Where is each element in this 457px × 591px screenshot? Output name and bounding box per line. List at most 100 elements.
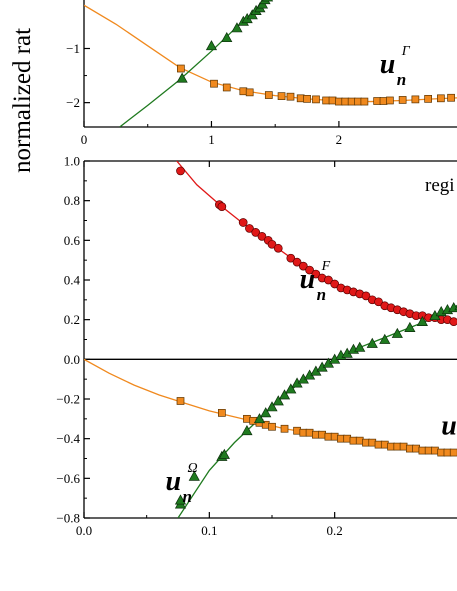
y-tick-label: 0.2 — [64, 312, 80, 327]
data-point-circle — [267, 239, 277, 249]
data-point-square — [411, 95, 420, 104]
fit-curve-green — [119, 0, 269, 127]
plot-area — [84, 0, 457, 127]
data-point-circle — [449, 317, 457, 326]
data-point-square — [328, 96, 337, 105]
y-tick-label: −0.6 — [56, 471, 80, 486]
data-point-square — [373, 97, 382, 105]
data-point-triangle — [278, 389, 291, 400]
data-point-triangle — [379, 333, 391, 344]
data-point-triangle — [266, 401, 278, 412]
data-point-circle — [292, 257, 302, 267]
region-label: regi — [425, 175, 455, 196]
series-annotation: u nΩ — [165, 461, 197, 506]
annotation-symbol: u — [300, 264, 316, 295]
x-tick-label: 2 — [336, 132, 343, 147]
data-point-square — [245, 88, 254, 97]
series-annotation: un — [441, 411, 457, 442]
y-tick-label: 0.8 — [64, 193, 80, 208]
plot-area — [84, 161, 457, 518]
data-point-square — [210, 79, 218, 88]
data-point-square — [379, 97, 388, 105]
data-point-triangle — [285, 383, 297, 394]
annotation-superscript: Γ — [401, 44, 411, 59]
y-tick-label: −0.4 — [56, 431, 80, 446]
y-tick-label: 0.6 — [64, 233, 81, 248]
data-point-circle — [286, 253, 296, 263]
annotation-superscript: Ω — [187, 461, 197, 476]
data-point-circle — [238, 218, 248, 227]
data-point-square — [347, 97, 356, 106]
data-point-square — [277, 92, 286, 100]
data-point-square — [398, 96, 407, 104]
y-tick-label: 0.4 — [64, 273, 81, 288]
data-point-square — [449, 448, 457, 457]
data-point-triangle — [188, 470, 200, 481]
data-point-circle — [330, 279, 340, 289]
data-point-square — [335, 97, 343, 106]
annotation-symbol: u — [380, 49, 396, 80]
data-point-circle — [374, 297, 383, 307]
data-point-square — [386, 96, 394, 105]
data-point-triangle — [261, 0, 274, 2]
data-point-square — [176, 397, 185, 405]
data-point-circle — [217, 202, 227, 211]
y-tick-label: −0.2 — [56, 392, 80, 407]
annotation-symbol: u — [165, 466, 181, 497]
data-point-square — [177, 64, 185, 73]
top-panel: 0 1 2 −2 −1 u nΓ — [66, 0, 457, 147]
data-point-square — [322, 96, 331, 105]
data-point-triangle — [354, 341, 366, 352]
data-point-square — [312, 95, 320, 104]
annotation-subscript: n — [397, 70, 406, 89]
data-point-square — [286, 92, 295, 101]
data-point-square — [239, 87, 248, 96]
data-point-circle — [324, 275, 333, 285]
x-tick-label: 0.1 — [201, 523, 217, 538]
series-annotation: u nF — [300, 259, 331, 304]
x-tick-label: 0.2 — [327, 523, 343, 538]
data-point-square — [218, 409, 226, 417]
data-point-circle — [273, 243, 283, 253]
data-point-square — [268, 422, 276, 431]
data-point-triangle — [260, 407, 272, 418]
y-tick-label: −1 — [66, 41, 80, 56]
data-point-triangle — [176, 72, 188, 83]
data-point-triangle — [416, 315, 428, 326]
data-point-triangle — [391, 327, 403, 338]
data-point-triangle — [218, 448, 230, 459]
y-tick-label: 1.0 — [64, 154, 80, 169]
data-point-triangle — [205, 40, 218, 51]
data-point-circle — [305, 265, 314, 275]
data-point-circle — [251, 228, 261, 237]
data-point-square — [437, 94, 445, 103]
data-point-triangle — [231, 22, 243, 33]
data-point-square — [424, 94, 432, 103]
data-point-square — [296, 94, 305, 103]
data-point-triangle — [272, 395, 284, 406]
data-point-circle — [361, 291, 371, 301]
data-point-circle — [257, 232, 267, 241]
data-point-square — [354, 97, 362, 106]
data-point-circle — [176, 166, 185, 176]
data-point-triangle — [366, 337, 378, 348]
annotation-subscript: n — [317, 285, 326, 304]
series-annotation: u nΓ — [380, 44, 411, 89]
y-axis-label: normalized rat — [9, 28, 36, 173]
annotation-symbol: u — [441, 411, 457, 442]
data-point-square — [280, 424, 289, 433]
x-tick-label: 1 — [208, 132, 215, 147]
y-tick-label: 0.0 — [64, 352, 80, 367]
x-tick-label: 0.0 — [76, 523, 92, 538]
bottom-panel: 0.0 0.1 0.2 −0.8 −0.6 −0.4 −0.2 0.0 0.2 0.4 0.6 0.8… — [56, 154, 457, 538]
data-point-triangle — [404, 321, 416, 332]
data-point-square — [447, 93, 455, 102]
y-tick-label: −0.8 — [56, 511, 80, 526]
data-point-circle — [311, 269, 321, 279]
y-tick-label: −2 — [66, 95, 80, 110]
data-point-square — [222, 83, 231, 92]
data-point-triangle — [253, 413, 266, 424]
data-point-square — [264, 91, 273, 99]
data-point-square — [303, 94, 311, 103]
